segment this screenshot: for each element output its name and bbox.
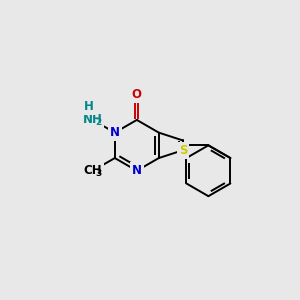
Text: N: N <box>132 164 142 177</box>
Text: N: N <box>110 126 120 139</box>
Text: CH: CH <box>83 164 102 177</box>
Text: S: S <box>179 144 187 157</box>
Text: NH: NH <box>83 113 103 126</box>
Text: 2: 2 <box>95 118 101 127</box>
Text: H: H <box>84 100 94 112</box>
Text: 3: 3 <box>95 169 101 178</box>
Text: O: O <box>132 88 142 101</box>
